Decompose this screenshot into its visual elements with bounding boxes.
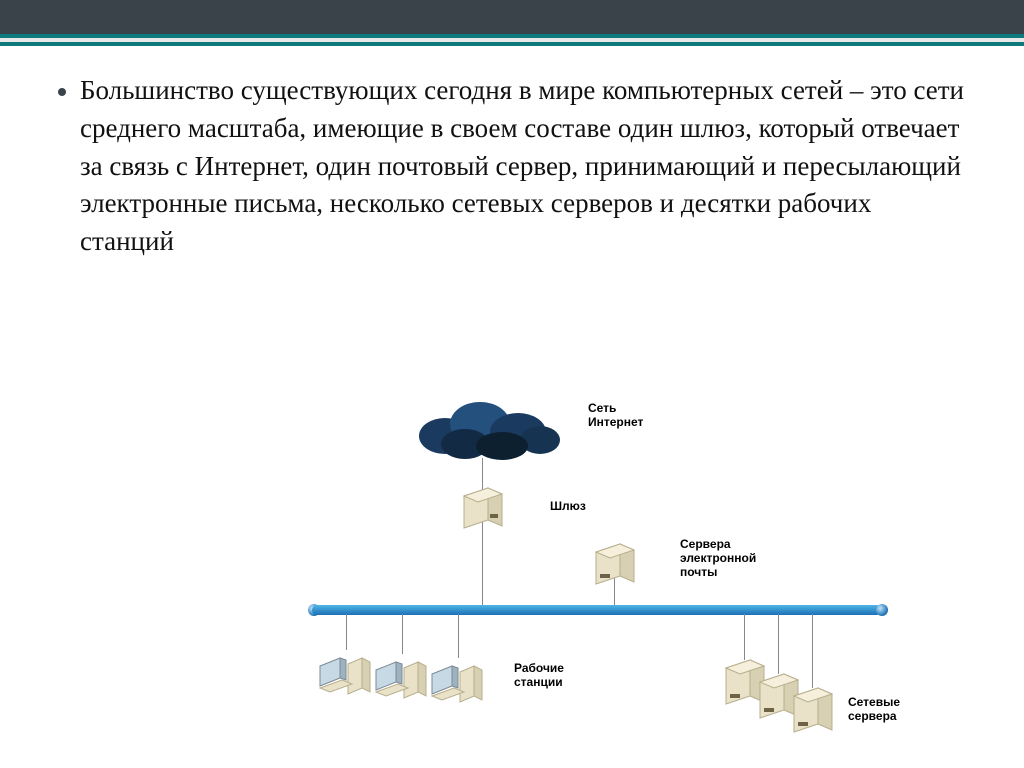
bullet-dot-icon — [58, 88, 66, 96]
workstations-label: Рабочиестанции — [514, 662, 564, 690]
servers-label: Сетевыесервера — [848, 696, 900, 724]
workstation-2-icon — [374, 652, 428, 700]
network-diagram: СетьИнтернет Шлюз Сервераэлектроннойпоч — [300, 400, 920, 740]
link-ws-1 — [346, 614, 347, 650]
server-3-icon — [788, 684, 834, 734]
link-srv-3 — [812, 614, 813, 688]
link-ws-2 — [402, 614, 403, 654]
bullet-item: Большинство существующих сегодня в мире … — [58, 72, 964, 261]
stripe-3 — [0, 42, 1024, 46]
link-srv-2 — [778, 614, 779, 674]
slide: Большинство существующих сегодня в мире … — [0, 0, 1024, 768]
link-srv-1 — [744, 614, 745, 660]
cloud-label: СетьИнтернет — [588, 402, 643, 430]
cloud-icon — [410, 392, 570, 462]
mail-server-label: Сервераэлектроннойпочты — [680, 538, 756, 579]
gateway-icon — [458, 484, 504, 534]
workstation-3-icon — [430, 656, 484, 704]
network-bus — [312, 605, 882, 615]
workstation-1-icon — [318, 648, 372, 696]
link-ws-3 — [458, 614, 459, 658]
bullet-text: Большинство существующих сегодня в мире … — [80, 72, 964, 261]
mail-server-icon — [590, 540, 636, 590]
bus-end-right-icon — [876, 604, 888, 616]
gateway-label: Шлюз — [550, 500, 586, 514]
content-area: Большинство существующих сегодня в мире … — [58, 72, 964, 261]
